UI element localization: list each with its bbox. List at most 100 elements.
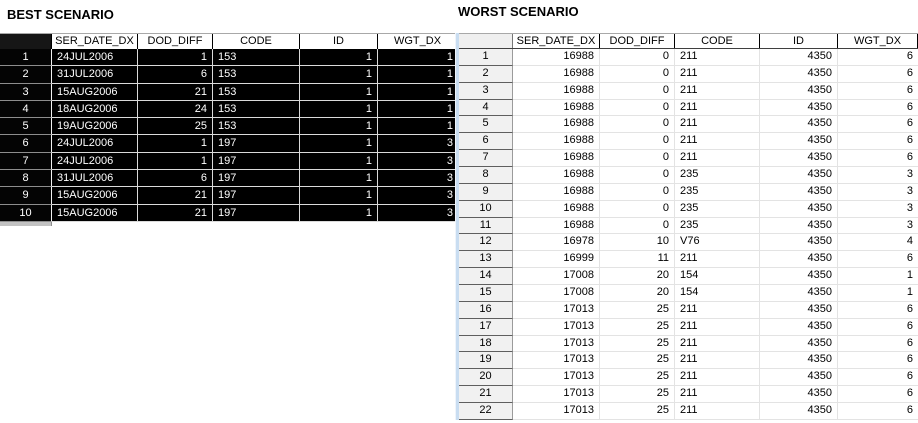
table-cell[interactable]: 0	[600, 217, 675, 235]
column-header[interactable]: CODE	[675, 34, 760, 48]
table-cell[interactable]: 20	[600, 268, 675, 286]
table-cell[interactable]: 17008	[513, 268, 600, 286]
table-cell[interactable]: 4350	[760, 352, 838, 370]
row-number-cell[interactable]: 8	[459, 167, 513, 184]
table-cell[interactable]: 18AUG2006	[52, 100, 138, 119]
table-cell[interactable]: 153	[213, 66, 300, 84]
column-header[interactable]: DOD_DIFF	[600, 34, 675, 48]
partial-row-number-cell[interactable]	[0, 222, 52, 226]
table-cell[interactable]: 197	[213, 170, 300, 188]
table-cell[interactable]: 197	[213, 204, 300, 222]
table-cell[interactable]: 197	[213, 135, 300, 153]
table-cell[interactable]: 235	[675, 217, 760, 235]
row-number-cell[interactable]: 7	[0, 152, 52, 171]
column-header[interactable]: WGT_DX	[838, 34, 918, 48]
table-cell[interactable]: 1	[300, 152, 378, 171]
table-cell[interactable]: 4350	[760, 183, 838, 201]
table-cell[interactable]: 4350	[760, 200, 838, 218]
table-cell[interactable]: 17013	[513, 369, 600, 387]
row-number-cell[interactable]: 16	[459, 301, 513, 319]
table-cell[interactable]: 6	[838, 83, 918, 100]
table-cell[interactable]: 16999	[513, 251, 600, 269]
table-cell[interactable]: 3	[838, 201, 918, 218]
corner-cell[interactable]	[0, 34, 52, 49]
table-cell[interactable]: 16988	[513, 133, 600, 151]
row-number-cell[interactable]: 12	[459, 234, 513, 252]
row-number-cell[interactable]: 19	[459, 352, 513, 370]
table-cell[interactable]: 1	[300, 83, 378, 101]
table-cell[interactable]: 211	[675, 150, 760, 168]
table-cell[interactable]: 21	[138, 83, 213, 101]
table-cell[interactable]: 6	[838, 369, 918, 387]
table-cell[interactable]: 4350	[760, 133, 838, 151]
row-number-cell[interactable]: 1	[0, 49, 52, 67]
row-number-cell[interactable]: 2	[459, 65, 513, 83]
row-number-cell[interactable]: 21	[459, 386, 513, 404]
table-cell[interactable]: 17013	[513, 335, 600, 353]
table-cell[interactable]: 0	[600, 183, 675, 201]
table-cell[interactable]: 1	[300, 100, 378, 119]
table-cell[interactable]: 24JUL2006	[52, 49, 138, 67]
table-cell[interactable]: 17013	[513, 352, 600, 370]
table-cell[interactable]: 4350	[760, 217, 838, 235]
table-cell[interactable]: 1	[300, 49, 378, 67]
table-cell[interactable]: 6	[838, 386, 918, 404]
row-number-cell[interactable]: 7	[459, 150, 513, 168]
row-number-cell[interactable]: 5	[459, 116, 513, 134]
table-cell[interactable]: 1	[300, 204, 378, 222]
table-cell[interactable]: 16978	[513, 234, 600, 252]
table-cell[interactable]: 0	[600, 133, 675, 151]
table-cell[interactable]: 19AUG2006	[52, 118, 138, 136]
row-number-cell[interactable]: 15	[459, 285, 513, 302]
table-cell[interactable]: 16988	[513, 183, 600, 201]
table-cell[interactable]: 1	[300, 135, 378, 153]
row-number-cell[interactable]: 6	[0, 135, 52, 153]
table-cell[interactable]: 16988	[513, 82, 600, 100]
row-number-cell[interactable]: 17	[459, 318, 513, 336]
row-number-cell[interactable]: 5	[0, 118, 52, 136]
row-number-cell[interactable]: 3	[459, 82, 513, 100]
table-cell[interactable]: 17013	[513, 386, 600, 404]
row-number-cell[interactable]: 1	[459, 49, 513, 66]
table-cell[interactable]: 211	[675, 403, 760, 420]
table-cell[interactable]: 211	[675, 318, 760, 336]
table-cell[interactable]: 0	[600, 99, 675, 117]
table-cell[interactable]: 1	[378, 101, 458, 119]
table-cell[interactable]: 0	[600, 65, 675, 83]
column-header[interactable]: ID	[300, 34, 378, 49]
table-cell[interactable]: 11	[600, 251, 675, 269]
table-cell[interactable]: 4350	[760, 301, 838, 319]
table-cell[interactable]: 4350	[760, 167, 838, 184]
table-cell[interactable]: 1	[378, 49, 458, 67]
table-cell[interactable]: 16988	[513, 167, 600, 184]
table-cell[interactable]: 6	[138, 170, 213, 188]
table-cell[interactable]: 1	[838, 268, 918, 286]
table-cell[interactable]: 17013	[513, 318, 600, 336]
table-cell[interactable]: 4350	[760, 49, 838, 66]
table-cell[interactable]: 25	[600, 386, 675, 404]
table-cell[interactable]: 3	[378, 205, 458, 222]
table-cell[interactable]: 4	[838, 234, 918, 252]
table-cell[interactable]: 21	[138, 187, 213, 205]
table-cell[interactable]: 1	[300, 187, 378, 205]
column-header[interactable]: DOD_DIFF	[138, 34, 213, 49]
table-cell[interactable]: 235	[675, 183, 760, 201]
row-number-cell[interactable]: 4	[0, 100, 52, 119]
table-cell[interactable]: 20	[600, 285, 675, 302]
table-cell[interactable]: 211	[675, 386, 760, 404]
table-cell[interactable]: 16988	[513, 99, 600, 117]
table-cell[interactable]: 3	[838, 218, 918, 235]
table-cell[interactable]: 211	[675, 335, 760, 353]
column-header[interactable]: SER_DATE_DX	[513, 34, 600, 48]
table-cell[interactable]: 31JUL2006	[52, 66, 138, 84]
table-cell[interactable]: 1	[300, 66, 378, 84]
table-cell[interactable]: 31JUL2006	[52, 170, 138, 188]
table-cell[interactable]: 4350	[760, 285, 838, 302]
corner-cell[interactable]	[459, 34, 513, 48]
table-cell[interactable]: 25	[600, 369, 675, 387]
row-number-cell[interactable]: 3	[0, 83, 52, 101]
table-cell[interactable]: 4350	[760, 318, 838, 336]
column-header[interactable]: WGT_DX	[378, 34, 458, 49]
table-cell[interactable]: 4350	[760, 99, 838, 117]
row-number-cell[interactable]: 11	[459, 217, 513, 235]
